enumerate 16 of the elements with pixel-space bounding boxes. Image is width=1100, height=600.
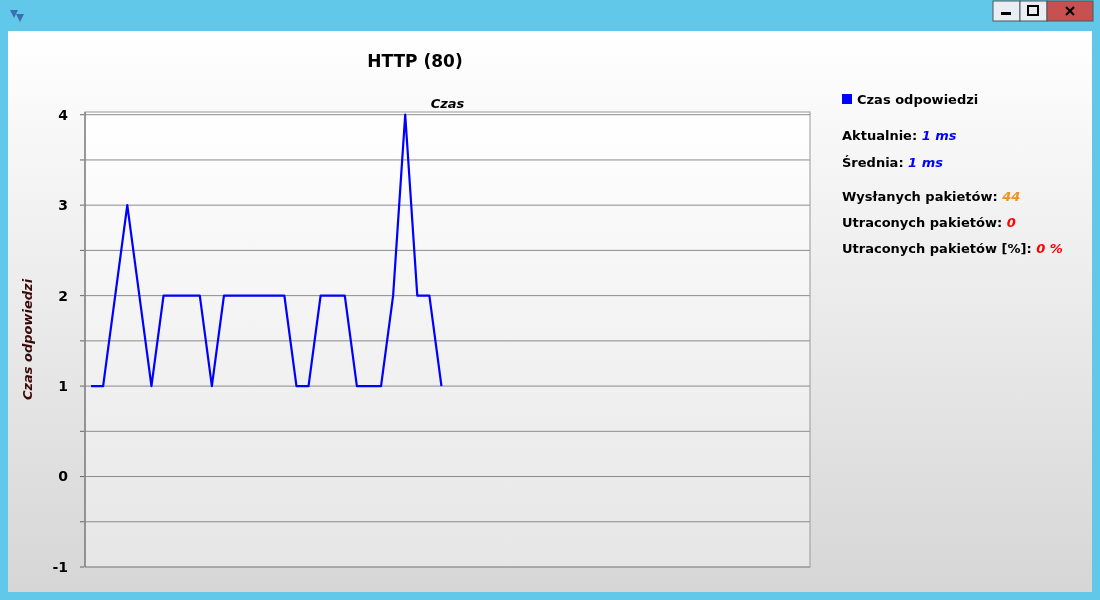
y-tick-label: -1 [52,558,68,575]
x-axis-title: Czas [430,96,465,111]
text: Aktualnie: 1 ms [842,128,957,143]
text: Wysłanych pakietów: 44 [842,189,1021,204]
text: Utraconych pakietów [%]: 0 % [842,241,1063,256]
y-tick-label: 3 [58,197,68,214]
text: Utraconych pakietów: 0 [842,215,1016,230]
y-tick-label: 4 [58,106,69,123]
chart-title: HTTP (80) [367,51,463,71]
y-tick-label: 1 [58,377,68,394]
line-series [89,113,443,388]
y-tick-label: 2 [58,287,68,304]
y-axis-title: Czas odpowiedzi [20,278,35,401]
text: Średnia: 1 ms [842,155,944,170]
y-tick-label: 0 [58,468,69,485]
legend-label: Czas odpowiedzi [857,92,979,107]
